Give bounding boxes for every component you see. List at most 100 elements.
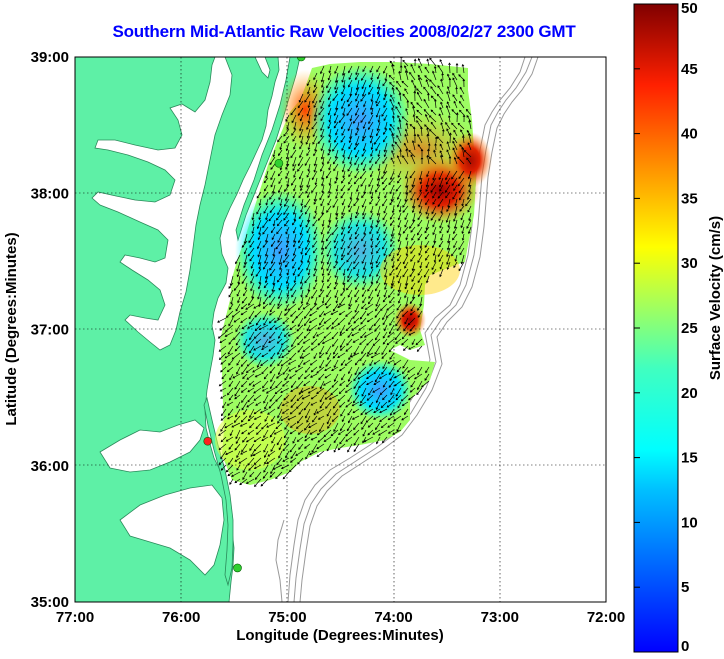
velocity-arrow (383, 247, 388, 257)
velocity-arrow (389, 81, 395, 88)
velocity-arrow (239, 478, 248, 486)
velocity-arrow (275, 240, 283, 250)
velocity-arrow (338, 387, 346, 395)
velocity-arrow (402, 268, 409, 278)
velocity-arrow (361, 86, 367, 97)
velocity-arrow (463, 150, 472, 158)
velocity-arrow (257, 289, 262, 300)
velocity-arrow (335, 191, 339, 200)
velocity-arrow (339, 324, 346, 335)
velocity-arrow (388, 394, 395, 403)
velocity-arrow (320, 65, 325, 75)
velocity-arrow (327, 198, 332, 206)
velocity-arrow (321, 275, 325, 284)
velocity-arrow (353, 429, 360, 436)
velocity-arrow (278, 450, 283, 459)
velocity-arrow (261, 366, 269, 375)
velocity-arrow (264, 401, 269, 410)
velocity-arrow (299, 177, 304, 189)
velocity-arrow (317, 212, 325, 221)
x-tick-labels: 77:00 76:00 75:00 74:00 73:00 72:00 (56, 609, 625, 626)
velocity-arrow (402, 93, 409, 102)
velocity-arrow (306, 149, 311, 157)
velocity-arrow (298, 359, 304, 368)
velocity-arrow (250, 282, 255, 292)
y-tick-label: 36:00 (31, 458, 69, 475)
velocity-arrow (440, 205, 444, 214)
velocity-arrow (324, 373, 332, 379)
velocity-arrow (292, 268, 297, 276)
velocity-arrow (313, 191, 318, 202)
velocity-arrow (265, 198, 269, 206)
velocity-arrow (240, 310, 248, 316)
velocity-arrow (247, 247, 255, 257)
velocity-arrow (409, 310, 416, 316)
velocity-arrow (233, 282, 241, 291)
velocity-arrow (397, 296, 402, 304)
velocity-arrow (452, 72, 458, 81)
velocity-arrow (277, 303, 283, 309)
velocity-arrow (345, 401, 353, 408)
velocity-arrow (271, 184, 276, 194)
velocity-arrow (333, 261, 339, 269)
velocity-arrow (361, 254, 367, 264)
velocity-arrow (327, 226, 332, 235)
velocity-arrow (243, 261, 248, 269)
velocity-arrow (366, 338, 374, 346)
velocity-arrow (228, 282, 234, 289)
velocity-arrow (333, 282, 339, 290)
velocity-arrow (466, 219, 472, 229)
velocity-arrow (397, 101, 402, 109)
velocity-arrow (326, 247, 332, 257)
velocity-arrow (425, 205, 430, 215)
velocity-arrow (229, 303, 234, 310)
velocity-arrow (316, 429, 325, 436)
velocity-arrow (423, 98, 430, 109)
velocity-arrow (248, 233, 255, 244)
velocity-arrow (269, 359, 276, 367)
velocity-arrow (320, 121, 325, 132)
velocity-arrow (417, 233, 423, 241)
velocity-arrow (417, 219, 423, 227)
velocity-arrow (342, 170, 346, 179)
velocity-arrow (439, 226, 444, 234)
velocity-arrow (417, 144, 423, 151)
velocity-arrow (347, 163, 353, 172)
velocity-arrow (271, 415, 276, 423)
velocity-arrow (359, 338, 367, 346)
velocity-arrow (320, 100, 325, 110)
velocity-arrow (383, 261, 388, 271)
velocity-arrow (319, 317, 325, 326)
velocity-arrow (391, 115, 395, 123)
velocity-arrow (460, 94, 465, 102)
velocity-arrow (292, 198, 297, 207)
velocity-arrow (403, 387, 409, 394)
velocity-arrow (298, 443, 304, 450)
velocity-arrow (242, 373, 248, 380)
velocity-arrow (334, 135, 339, 143)
velocity-arrow (410, 254, 416, 262)
velocity-arrow (384, 191, 388, 199)
velocity-arrow (332, 338, 339, 347)
velocity-arrow (340, 135, 346, 143)
velocity-arrow (277, 310, 283, 321)
velocity-arrow (362, 275, 367, 284)
velocity-arrow (396, 268, 402, 278)
velocity-arrow (373, 380, 381, 385)
velocity-arrow (321, 86, 325, 94)
velocity-arrow (331, 380, 339, 388)
velocity-arrow (418, 198, 423, 208)
velocity-arrow (341, 198, 346, 206)
velocity-arrow (461, 135, 465, 144)
velocity-arrow (312, 93, 318, 104)
pamlico-sound (119, 484, 225, 576)
velocity-arrow (355, 79, 360, 91)
velocity-arrow (273, 429, 283, 435)
velocity-arrow (312, 135, 318, 145)
velocity-arrow (449, 132, 452, 144)
velocity-arrow (302, 359, 311, 365)
velocity-arrow (277, 296, 283, 307)
velocity-arrow (243, 254, 248, 265)
velocity-arrow (278, 282, 283, 291)
velocity-arrow (390, 191, 395, 202)
